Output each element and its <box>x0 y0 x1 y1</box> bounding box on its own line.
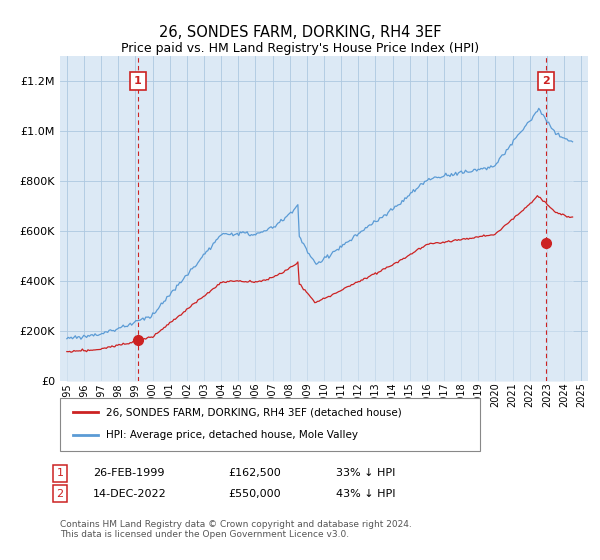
Text: 14-DEC-2022: 14-DEC-2022 <box>93 489 167 499</box>
Text: 1: 1 <box>134 76 142 86</box>
Text: 26, SONDES FARM, DORKING, RH4 3EF (detached house): 26, SONDES FARM, DORKING, RH4 3EF (detac… <box>106 408 402 418</box>
Text: 33% ↓ HPI: 33% ↓ HPI <box>336 468 395 478</box>
Text: 26-FEB-1999: 26-FEB-1999 <box>93 468 164 478</box>
Text: Contains HM Land Registry data © Crown copyright and database right 2024.
This d: Contains HM Land Registry data © Crown c… <box>60 520 412 539</box>
Text: 43% ↓ HPI: 43% ↓ HPI <box>336 489 395 499</box>
Text: 26, SONDES FARM, DORKING, RH4 3EF: 26, SONDES FARM, DORKING, RH4 3EF <box>159 25 441 40</box>
Text: 2: 2 <box>542 76 550 86</box>
Text: £550,000: £550,000 <box>228 489 281 499</box>
Text: 2: 2 <box>56 489 64 499</box>
Text: £162,500: £162,500 <box>228 468 281 478</box>
Text: Price paid vs. HM Land Registry's House Price Index (HPI): Price paid vs. HM Land Registry's House … <box>121 42 479 55</box>
Text: HPI: Average price, detached house, Mole Valley: HPI: Average price, detached house, Mole… <box>106 430 358 440</box>
Text: 1: 1 <box>56 468 64 478</box>
FancyBboxPatch shape <box>60 398 480 451</box>
